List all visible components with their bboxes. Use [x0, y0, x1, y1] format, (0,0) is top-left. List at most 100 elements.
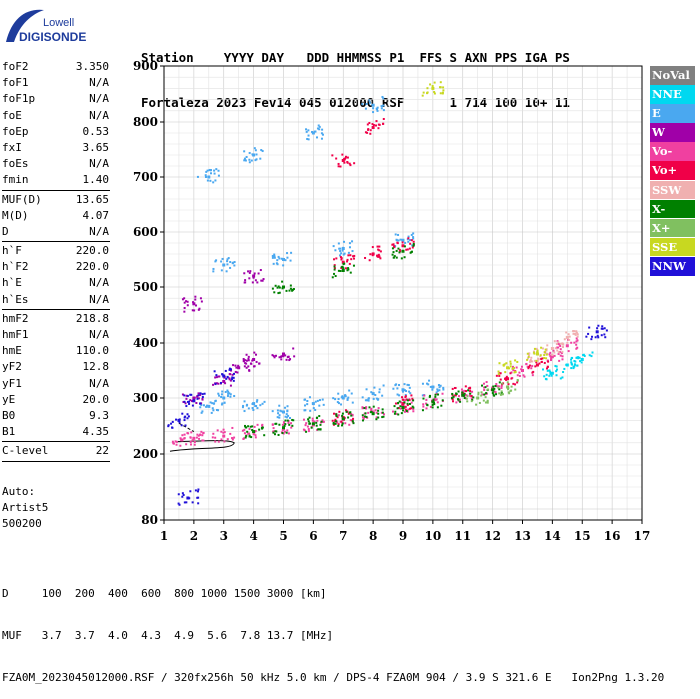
echo-point: [284, 415, 287, 418]
echo-point: [412, 410, 415, 413]
echo-point: [342, 267, 345, 270]
echo-point: [340, 252, 343, 255]
echo-point: [422, 405, 425, 408]
param-value: N/A: [89, 328, 109, 341]
param-name: yE: [2, 392, 16, 406]
echo-point: [202, 439, 205, 442]
echo-point: [243, 410, 246, 413]
echo-point: [200, 430, 203, 433]
echo-point: [429, 83, 432, 86]
echo-point: [214, 376, 217, 379]
echo-point: [226, 375, 229, 378]
echo-point: [255, 153, 258, 156]
echo-point: [514, 383, 517, 386]
echo-point: [559, 348, 562, 351]
echo-point: [367, 399, 370, 402]
echo-point: [543, 356, 546, 359]
echo-point: [540, 357, 543, 360]
echo-point: [406, 402, 409, 405]
echo-point: [398, 394, 401, 397]
param-row: hmE 110.0: [2, 343, 110, 359]
echo-point: [237, 366, 241, 370]
echo-point: [228, 377, 231, 380]
param-name: MUF(D): [2, 192, 42, 206]
legend-item: SSW: [650, 180, 695, 200]
echo-point: [334, 422, 337, 425]
echo-point: [212, 270, 215, 273]
echo-point: [580, 361, 583, 364]
echo-point: [191, 404, 194, 407]
echo-point: [375, 107, 378, 110]
echo-point: [221, 402, 224, 405]
echo-point: [600, 334, 603, 337]
echo-point: [436, 389, 439, 392]
echo-point: [530, 367, 533, 370]
echo-point: [193, 440, 196, 443]
x-tick-label: 16: [604, 529, 621, 543]
echo-point: [395, 238, 398, 241]
echo-point: [246, 430, 249, 433]
echo-point: [400, 401, 403, 404]
echo-point: [367, 397, 370, 400]
echo-point: [190, 431, 193, 434]
echo-point: [372, 397, 375, 400]
echo-point: [520, 368, 523, 371]
echo-point: [189, 399, 192, 402]
echo-point: [344, 155, 347, 158]
echo-point: [182, 400, 185, 403]
echo-point: [441, 392, 444, 395]
echo-point: [481, 393, 484, 396]
echo-point: [250, 436, 253, 439]
echo-point: [497, 385, 500, 388]
echo-point: [341, 414, 344, 417]
echo-point: [271, 354, 274, 357]
echo-point: [441, 91, 444, 94]
echo-point: [224, 369, 227, 372]
echo-point: [341, 249, 344, 252]
echo-point: [261, 426, 264, 429]
echo-point: [308, 416, 311, 419]
echo-point: [588, 326, 591, 329]
echo-point: [533, 347, 536, 350]
echo-point: [378, 245, 381, 248]
echo-point: [341, 159, 345, 162]
echo-point: [339, 165, 342, 168]
echo-point: [321, 419, 324, 422]
echo-point: [252, 274, 256, 278]
echo-point: [470, 400, 473, 403]
echo-point: [394, 410, 397, 413]
echo-point: [222, 374, 226, 378]
echo-point: [247, 270, 250, 273]
echo-point: [376, 255, 379, 258]
echo-point: [254, 405, 257, 408]
echo-point: [404, 399, 407, 402]
echo-point: [201, 410, 204, 413]
echo-point: [285, 358, 288, 361]
echo-point: [435, 391, 438, 394]
echo-point: [368, 101, 371, 104]
echo-point: [314, 130, 317, 133]
echo-point: [284, 354, 287, 357]
echo-point: [278, 291, 281, 294]
echo-point: [507, 383, 510, 386]
echo-point: [202, 431, 205, 434]
echo-point: [431, 388, 434, 391]
echo-point: [434, 398, 437, 401]
echo-point: [247, 355, 250, 358]
param-name: h`F: [2, 244, 22, 258]
echo-point: [375, 411, 378, 414]
echo-point: [337, 392, 340, 395]
echo-point: [512, 382, 515, 385]
echo-point: [466, 400, 469, 403]
echo-point: [548, 374, 551, 377]
echo-point: [335, 415, 338, 418]
echo-point: [339, 256, 342, 259]
echo-point: [199, 433, 202, 436]
echo-point: [556, 368, 559, 371]
echo-point: [404, 408, 407, 411]
echo-point: [557, 351, 560, 354]
echo-point: [558, 343, 561, 346]
x-tick-label: 15: [574, 529, 591, 543]
echo-point: [347, 251, 350, 254]
echo-point: [372, 107, 375, 110]
